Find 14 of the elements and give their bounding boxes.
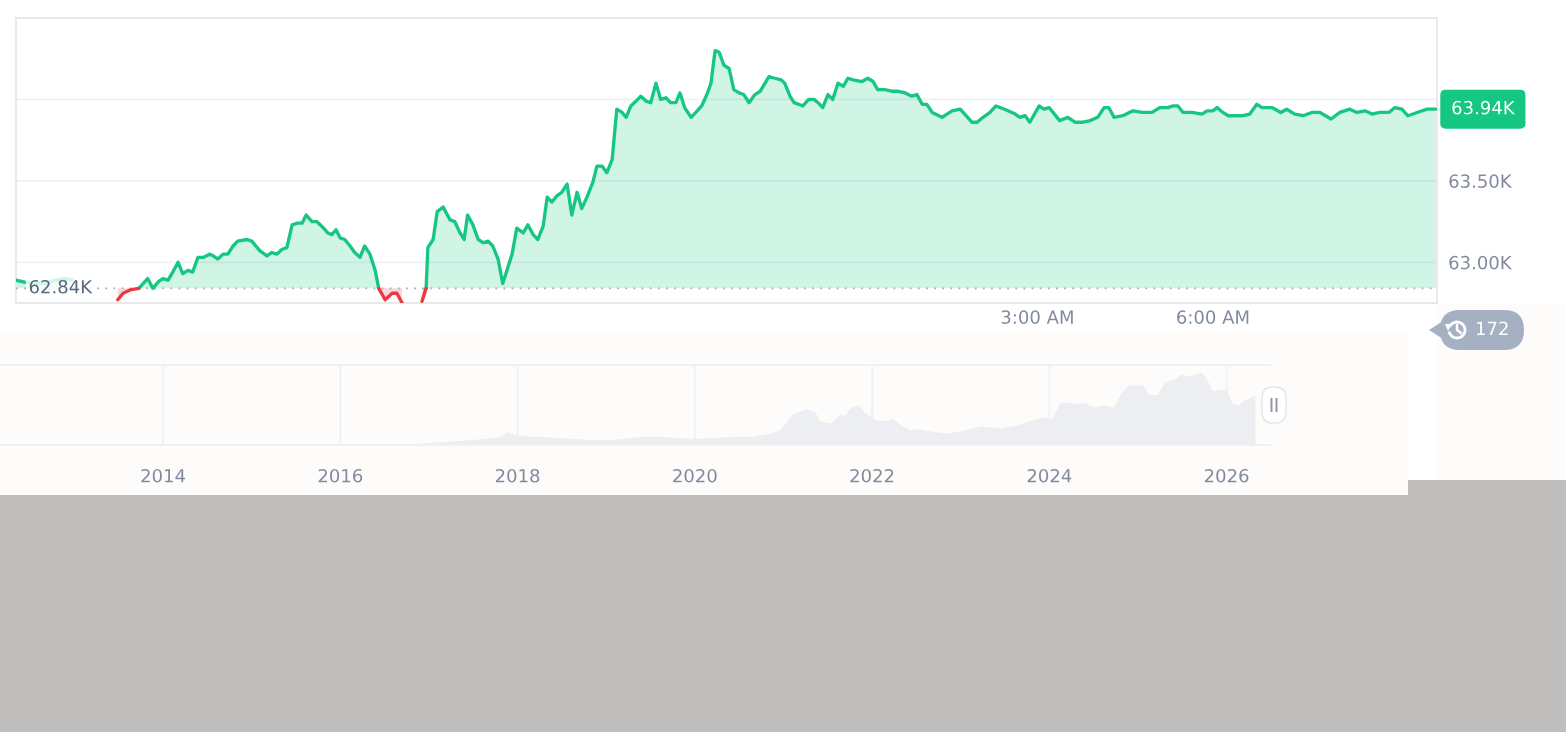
annotation: 63.94K <box>1452 100 1516 115</box>
ref-line-label: 62.84K <box>29 279 93 294</box>
x-tick-label: 2024 <box>1027 468 1072 483</box>
text: 172 <box>1476 321 1508 335</box>
y-tick-label: 63.50K <box>1449 174 1513 188</box>
x-tick-label: 2020 <box>673 468 717 483</box>
x-tick-label: 2022 <box>850 468 894 483</box>
x-tick-label: 2018 <box>495 468 540 483</box>
y-tick-label: 63.00K <box>1449 255 1513 270</box>
x-tick-label: 2014 <box>141 468 186 483</box>
x-tick-label: 3:00 AM <box>1001 310 1073 324</box>
x-tick-label: 2016 <box>318 468 363 483</box>
x-tick-label: 2026 <box>1204 468 1249 483</box>
x-tick-label: 6:00 AM <box>1177 310 1249 324</box>
